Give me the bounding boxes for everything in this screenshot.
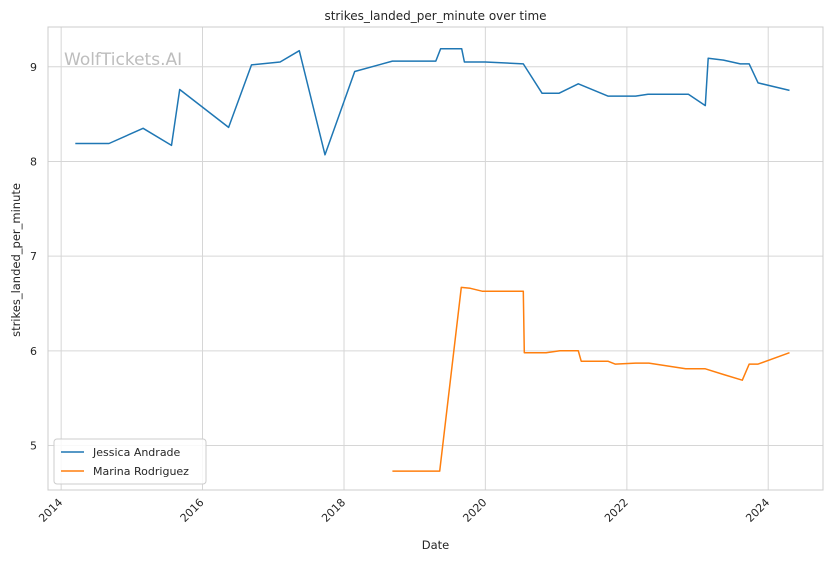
series-line-marina-rodriguez <box>392 286 790 472</box>
legend: Jessica Andrade Marina Rodriguez <box>53 438 207 485</box>
x-tick-label: 2014 <box>36 496 65 525</box>
y-axis-title: strikes_landed_per_minute <box>9 183 23 337</box>
y-tick-labels: 5 6 7 8 9 <box>30 61 37 453</box>
x-axis-title: Date <box>422 538 450 552</box>
watermark-text: WolfTickets.AI <box>64 50 182 70</box>
plot-frame <box>47 26 824 491</box>
y-tick-label: 7 <box>30 250 37 263</box>
chart-title: strikes_landed_per_minute over time <box>324 9 546 23</box>
series-line-jessica-andrade <box>75 48 790 156</box>
series-lines <box>75 48 790 472</box>
grid <box>48 27 823 490</box>
x-tick-label: 2018 <box>319 496 348 525</box>
x-tick-labels: 2014 2016 2018 2020 2022 2024 <box>36 496 772 525</box>
legend-box <box>53 438 207 485</box>
x-tick-label: 2024 <box>743 496 772 525</box>
y-tick-label: 8 <box>30 155 37 168</box>
x-tick-label: 2020 <box>460 496 489 525</box>
legend-label-jessica-andrade: Jessica Andrade <box>92 446 181 459</box>
x-tick-label: 2016 <box>178 496 207 525</box>
x-tick-label: 2022 <box>602 496 631 525</box>
y-tick-label: 5 <box>30 439 37 452</box>
y-tick-label: 6 <box>30 345 37 358</box>
legend-label-marina-rodriguez: Marina Rodriguez <box>93 465 189 478</box>
y-tick-label: 9 <box>30 61 37 74</box>
